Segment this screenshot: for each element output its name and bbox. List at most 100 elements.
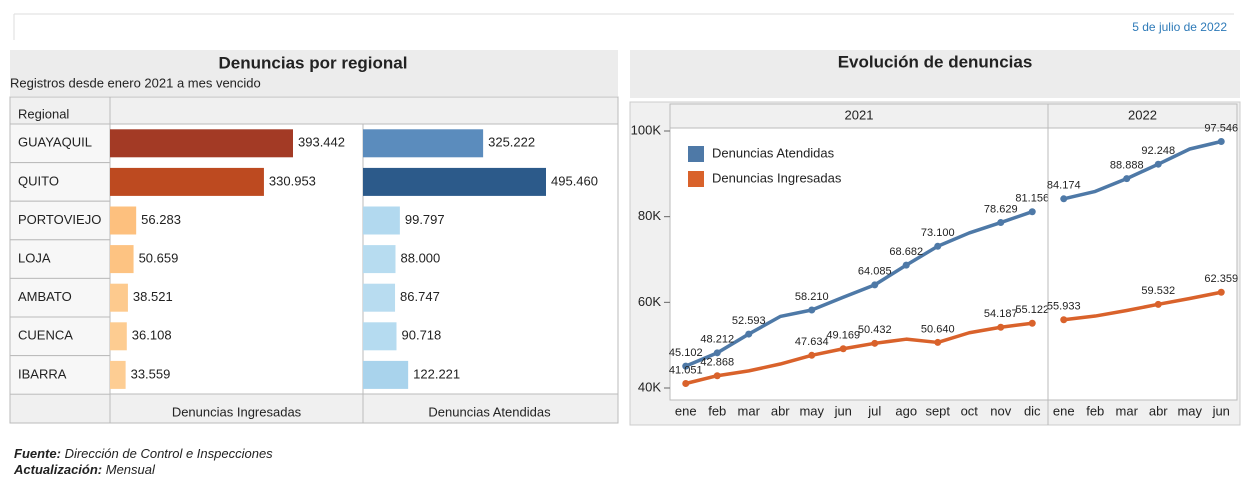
value-label: 73.100 (921, 227, 955, 239)
bar (110, 283, 128, 312)
plot-area (669, 127, 1238, 401)
point (1123, 175, 1131, 183)
value-label: 90.718 (402, 328, 442, 343)
x-tick-label: ene (1053, 403, 1075, 418)
legend-swatch (688, 171, 704, 187)
point (1028, 208, 1036, 216)
value-label: 325.222 (488, 135, 535, 150)
x-tick-label: jun (834, 403, 852, 418)
value-label: 81.156 (1015, 193, 1049, 205)
value-label: 62.359 (1204, 273, 1238, 285)
value-label: 92.248 (1141, 145, 1175, 157)
legend-label: Denuncias Ingresadas (712, 170, 842, 185)
point (1028, 319, 1036, 327)
value-label: 78.629 (984, 203, 1018, 215)
value-label: 64.085 (858, 266, 892, 278)
point (808, 306, 816, 314)
title-band (10, 50, 618, 96)
point (997, 323, 1005, 331)
point (1217, 138, 1225, 146)
value-label: 495.460 (551, 173, 598, 188)
value-label: 59.532 (1141, 285, 1175, 297)
category-label: QUITO (18, 173, 59, 188)
x-tick-label: dic (1024, 403, 1041, 418)
bar (110, 322, 127, 351)
value-label: 55.933 (1047, 301, 1081, 313)
bar (110, 206, 137, 235)
value-label: 33.559 (131, 366, 171, 381)
column-label: Denuncias Ingresadas (172, 404, 302, 419)
value-label: 48.212 (700, 334, 734, 346)
x-tick-label: ene (675, 403, 697, 418)
bar (110, 245, 134, 274)
value-label: 55.122 (1015, 304, 1049, 316)
point (997, 219, 1005, 227)
point (871, 281, 879, 289)
y-tick-label: 40K (638, 379, 661, 394)
value-label: 86.747 (400, 289, 440, 304)
x-tick-label: ago (895, 403, 917, 418)
value-label: 50.432 (858, 324, 892, 336)
panel-header (1047, 103, 1238, 129)
point (934, 338, 942, 346)
row-label-cell (9, 200, 111, 241)
category-label: GUAYAQUIL (18, 135, 92, 150)
update-label: Actualización: (13, 462, 102, 477)
bar (363, 322, 397, 351)
point (871, 339, 879, 347)
header-row (9, 96, 619, 125)
legend-label: Denuncias Atendidas (712, 145, 835, 160)
column-header: Regional (18, 106, 69, 121)
y-tick-label: 60K (638, 294, 661, 309)
bar (363, 129, 484, 158)
category-label: IBARRA (18, 366, 67, 381)
value-label: 58.210 (795, 291, 829, 303)
legend-swatch (688, 146, 704, 162)
bar (110, 167, 264, 196)
point (1217, 288, 1225, 296)
panel-label: 2021 (845, 107, 874, 122)
point (713, 349, 721, 357)
x-tick-label: feb (1086, 403, 1104, 418)
x-tick-label: may (799, 403, 824, 418)
point (713, 372, 721, 380)
x-tick-label: nov (990, 403, 1011, 418)
row-label-cell (9, 277, 111, 318)
source: Fuente: Dirección de Control e Inspeccio… (14, 446, 273, 461)
x-tick-label: mar (1116, 403, 1139, 418)
x-tick-label: sept (925, 403, 950, 418)
value-label: 97.546 (1204, 122, 1238, 134)
bar (363, 245, 396, 274)
row-label-cell (9, 123, 111, 164)
y-tick-label: 100K (631, 122, 662, 137)
value-label: 42.868 (700, 357, 734, 369)
point (1060, 195, 1068, 203)
x-tick-label: abr (771, 403, 790, 418)
x-tick-label: feb (708, 403, 726, 418)
value-label: 50.640 (921, 323, 955, 335)
value-label: 99.797 (405, 212, 445, 227)
value-label: 84.174 (1047, 180, 1081, 192)
value-label: 393.442 (298, 135, 345, 150)
update-value: Mensual (106, 462, 156, 477)
bar (110, 360, 126, 389)
category-label: CUENCA (18, 328, 73, 343)
x-tick-label: jun (1212, 403, 1230, 418)
date: 5 de julio de 2022 (1132, 20, 1227, 34)
category-label: AMBATO (18, 289, 72, 304)
bar (110, 129, 293, 158)
value-label: 45.102 (669, 347, 703, 359)
row-label-cell (9, 316, 111, 357)
series-line (1063, 290, 1222, 322)
value-label: 54.187 (984, 308, 1018, 320)
column-label: Denuncias Atendidas (428, 404, 551, 419)
footer-row (9, 393, 619, 424)
value-label: 52.593 (732, 315, 766, 327)
chart-title: Evolución de denuncias (838, 52, 1033, 71)
x-tick-label: may (1177, 403, 1202, 418)
point (1154, 300, 1162, 308)
value-label: 49.169 (826, 330, 860, 342)
value-label: 38.521 (133, 289, 173, 304)
value-label: 41.051 (669, 364, 703, 376)
